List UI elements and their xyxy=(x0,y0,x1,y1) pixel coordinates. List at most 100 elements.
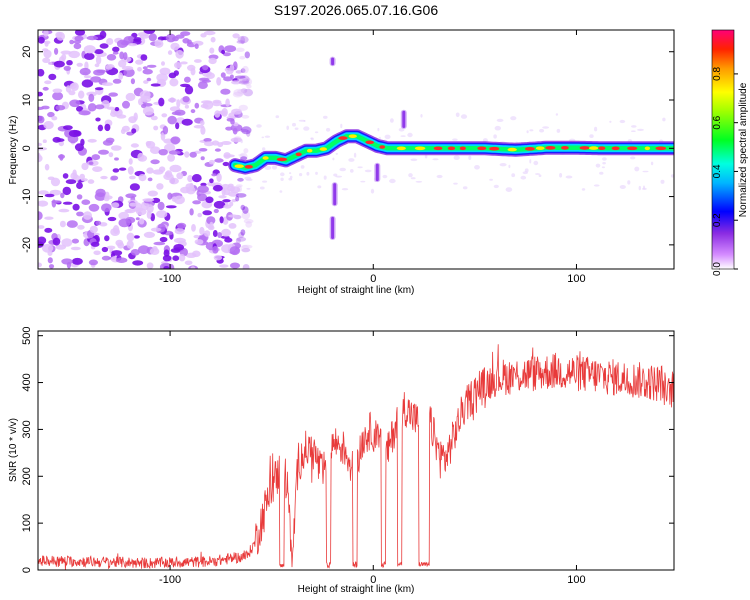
noise-speck xyxy=(61,238,73,247)
noise-speck xyxy=(237,177,244,182)
noise-speck xyxy=(150,227,162,232)
colorbar-tick-label: 0.2 xyxy=(712,213,723,227)
faint-speck xyxy=(298,119,306,122)
noise-speck xyxy=(38,190,49,195)
noise-speck xyxy=(243,218,254,224)
noise-speck xyxy=(193,234,200,239)
faint-speck xyxy=(462,186,468,190)
noise-speck xyxy=(241,244,253,249)
noise-speck xyxy=(162,255,172,262)
noise-speck xyxy=(126,232,135,242)
noise-speck xyxy=(42,86,49,91)
noise-speck xyxy=(219,264,229,268)
noise-speck xyxy=(71,257,83,265)
noise-speck xyxy=(135,217,140,221)
noise-speck xyxy=(104,123,111,132)
noise-speck xyxy=(240,244,250,253)
faint-speck xyxy=(460,114,468,119)
noise-speck xyxy=(74,30,86,36)
noise-speck xyxy=(116,114,127,119)
noise-speck xyxy=(87,103,97,112)
ridge-hotspot xyxy=(365,140,375,145)
noise-speck xyxy=(242,206,249,214)
faint-speck xyxy=(294,127,299,130)
noise-speck xyxy=(65,85,72,93)
noise-speck xyxy=(202,210,212,216)
noise-speck xyxy=(194,239,204,245)
noise-speck xyxy=(126,240,134,249)
faint-speck xyxy=(538,174,542,177)
faint-speck xyxy=(303,126,310,131)
noise-speck xyxy=(167,50,173,55)
noise-speck xyxy=(187,175,194,183)
noise-speck xyxy=(167,153,176,162)
spectrogram-xtick-label: -100 xyxy=(159,273,181,285)
noise-speck xyxy=(87,138,97,143)
faint-speck xyxy=(384,134,391,140)
ridge-hotspot xyxy=(489,146,500,151)
faint-speck xyxy=(280,177,284,181)
noise-speck xyxy=(56,31,65,41)
noise-speck xyxy=(191,174,202,183)
noise-speck xyxy=(235,70,243,74)
noise-speck xyxy=(118,59,127,68)
noise-speck xyxy=(214,148,221,152)
noise-speck xyxy=(112,78,122,84)
noise-speck xyxy=(191,224,196,232)
snr-ytick-label: 400 xyxy=(21,373,33,391)
ridge-hotspot xyxy=(579,146,590,150)
noise-speck xyxy=(163,249,170,257)
ridge-hotspot xyxy=(524,147,535,151)
snr-ytick-label: 0 xyxy=(21,567,33,573)
noise-speck xyxy=(129,183,140,191)
faint-speck xyxy=(315,171,318,175)
noise-speck xyxy=(239,128,249,133)
noise-speck xyxy=(197,185,209,193)
faint-speck xyxy=(468,155,472,160)
noise-speck xyxy=(83,45,96,54)
snr-ytick-label: 500 xyxy=(21,327,33,345)
noise-speck xyxy=(138,218,145,225)
ridge-hotspot xyxy=(319,147,327,151)
ridge-hotspot xyxy=(507,147,517,152)
noise-speck xyxy=(238,104,248,111)
noise-speck xyxy=(137,152,144,161)
noise-speck xyxy=(95,220,102,226)
noise-speck xyxy=(38,236,47,245)
spectrogram-xtick-label: 0 xyxy=(370,273,376,285)
noise-speck xyxy=(76,62,83,67)
faint-speck xyxy=(238,154,245,156)
noise-speck xyxy=(150,83,161,87)
noise-speck xyxy=(59,154,64,161)
snr-ylabel: SNR (10 * v/v) xyxy=(8,418,19,482)
noise-speck xyxy=(221,49,226,55)
faint-speck xyxy=(565,175,573,179)
noise-speck xyxy=(125,92,136,102)
ridge-hotspot xyxy=(244,165,253,169)
noise-speck xyxy=(206,72,215,79)
noise-speck xyxy=(231,80,241,85)
noise-speck xyxy=(213,208,219,214)
noise-speck xyxy=(123,52,128,61)
faint-speck xyxy=(601,166,606,169)
noise-speck xyxy=(38,115,45,124)
faint-speck xyxy=(299,173,303,177)
noise-speck xyxy=(159,236,168,243)
noise-speck xyxy=(47,111,55,118)
noise-speck xyxy=(103,197,110,202)
noise-speck xyxy=(58,140,64,147)
faint-speck xyxy=(595,163,601,168)
spectrogram-xlabel: Height of straight line (km) xyxy=(298,285,415,296)
noise-speck xyxy=(151,197,161,204)
ridge-hotspot xyxy=(262,156,269,160)
noise-speck xyxy=(138,174,147,182)
noise-speck xyxy=(132,260,144,266)
faint-speck xyxy=(619,119,626,124)
noise-speck xyxy=(146,167,154,174)
faint-speck xyxy=(510,116,517,121)
noise-speck xyxy=(200,126,206,135)
ridge-hotspot xyxy=(655,146,667,151)
ridge-hotspot xyxy=(611,146,620,151)
noise-speck xyxy=(192,250,201,258)
noise-speck xyxy=(157,201,165,211)
